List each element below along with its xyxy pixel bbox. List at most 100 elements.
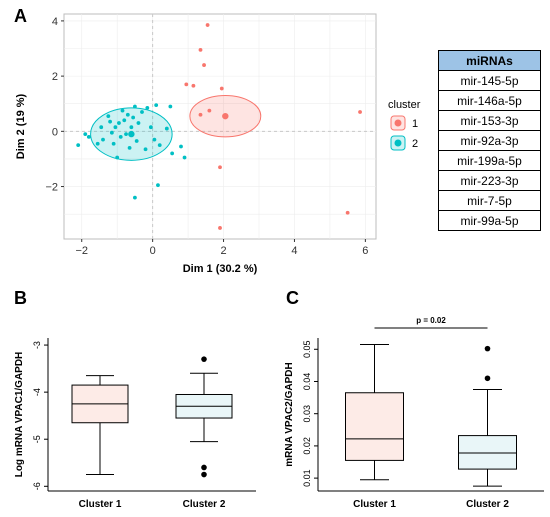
data-point-cluster-1 [198,47,203,52]
data-point-cluster-2 [95,141,100,146]
data-point-cluster-2 [143,147,148,152]
data-point-cluster-2 [154,103,159,108]
centroid-cluster-1 [222,112,229,120]
data-point-cluster-1 [345,210,350,215]
x-tick-label: 6 [362,245,368,257]
data-point-cluster-2 [133,104,137,109]
x-category-label: Cluster 2 [466,499,509,510]
x-category-label: Cluster 1 [353,499,396,510]
data-point-cluster-1 [198,112,203,117]
data-point-cluster-2 [134,139,139,143]
data-point-cluster-1 [205,23,210,27]
data-point-cluster-2 [140,110,144,114]
y-axis-title-c: mRNA VPAC2/GAPDH [284,362,295,466]
data-point-cluster-2 [76,143,81,148]
box-1 [345,392,404,461]
outlier-point [201,356,207,362]
data-point-cluster-2 [133,195,137,200]
data-point-cluster-2 [182,155,187,160]
y-tick-label-c: 0.04 [302,373,312,391]
mirna-row: mir-199a-5p [438,150,541,171]
y-tick-label-c: 0.02 [302,437,312,455]
box-2 [458,435,517,470]
panel-label-a: A [14,6,27,26]
panel-label-b: B [14,288,27,308]
y-tick-label-b: -4 [32,388,42,396]
data-point-cluster-1 [358,110,362,114]
x-category-label: Cluster 2 [183,499,226,510]
legend-label-1: 1 [412,118,418,130]
data-point-cluster-1 [184,82,189,87]
data-point-cluster-2 [86,134,91,139]
data-point-cluster-2 [113,125,118,130]
legend-dot-1 [394,119,402,127]
mirna-table: miRNAs mir-145-5p mir-146a-5p mir-153-3p… [438,50,541,231]
data-point-cluster-2 [170,151,175,156]
x-axis-title-a: Dim 1 (30.2 %) [183,263,258,275]
data-point-cluster-2 [129,125,134,130]
mirna-row: mir-99a-5p [438,210,541,231]
data-point-cluster-1 [202,63,206,67]
y-tick-label-c: 0.05 [302,341,312,359]
data-point-cluster-2 [120,108,125,113]
data-point-cluster-2 [157,143,162,148]
data-point-cluster-2 [125,112,130,117]
y-tick-label: 0 [52,126,58,138]
mirna-row: mir-146a-5p [438,90,541,111]
data-point-cluster-2 [106,114,111,119]
centroid-cluster-2 [128,130,135,138]
data-point-cluster-2 [152,137,157,142]
data-point-cluster-1 [219,86,224,91]
y-tick-label-b: -6 [32,482,42,490]
x-category-label: Cluster 1 [79,499,122,510]
panel-label-c: C [286,288,299,308]
y-tick-label: −2 [45,182,58,194]
data-point-cluster-2 [145,105,150,110]
data-point-cluster-2 [148,125,153,130]
p-value-annotation: p = 0.02 [416,316,446,325]
data-point-cluster-2 [122,118,127,123]
data-point-cluster-2 [179,144,183,149]
y-tick-label-c: 0.03 [302,405,312,423]
y-tick-label-b: -5 [32,435,42,443]
outlier-point [484,345,491,352]
data-point-cluster-2 [99,125,104,130]
y-axis-title-b: Log mRNA VPAC1/GAPDH [14,352,25,478]
outlier-point [201,464,207,471]
data-point-cluster-2 [156,183,160,188]
data-point-cluster-2 [108,119,112,124]
data-point-cluster-2 [101,137,105,142]
x-tick-label: −2 [75,245,88,257]
mirna-table-header: miRNAs [438,50,541,71]
mirna-row: mir-145-5p [438,70,541,91]
x-tick-label: 0 [150,245,156,257]
data-point-cluster-2 [131,115,136,120]
x-tick-label: 2 [220,245,226,257]
legend-label-2: 2 [412,138,418,150]
data-point-cluster-2 [117,121,121,125]
y-axis-title-a: Dim 2 (19 %) [15,93,27,159]
data-point-cluster-2 [83,132,88,136]
data-point-cluster-1 [218,226,222,230]
x-tick-label: 4 [291,245,297,257]
outlier-point [201,471,207,478]
data-point-cluster-1 [218,165,222,170]
legend-title: cluster [388,99,421,111]
data-point-cluster-2 [164,126,169,131]
y-tick-label-b: -3 [32,341,42,349]
data-point-cluster-2 [124,132,128,136]
outlier-point [484,375,491,382]
data-point-cluster-2 [136,121,141,125]
data-point-cluster-2 [118,134,123,139]
y-tick-label-c: 0.01 [302,469,312,487]
data-point-cluster-1 [191,83,196,88]
legend-dot-2 [394,139,402,147]
data-point-cluster-2 [127,145,132,150]
mirna-row: mir-223-3p [438,170,541,191]
data-point-cluster-2 [111,141,116,146]
y-tick-label: 2 [52,71,58,83]
data-point-cluster-2 [109,130,114,135]
data-point-cluster-1 [207,108,212,113]
y-tick-label: 4 [52,16,58,28]
